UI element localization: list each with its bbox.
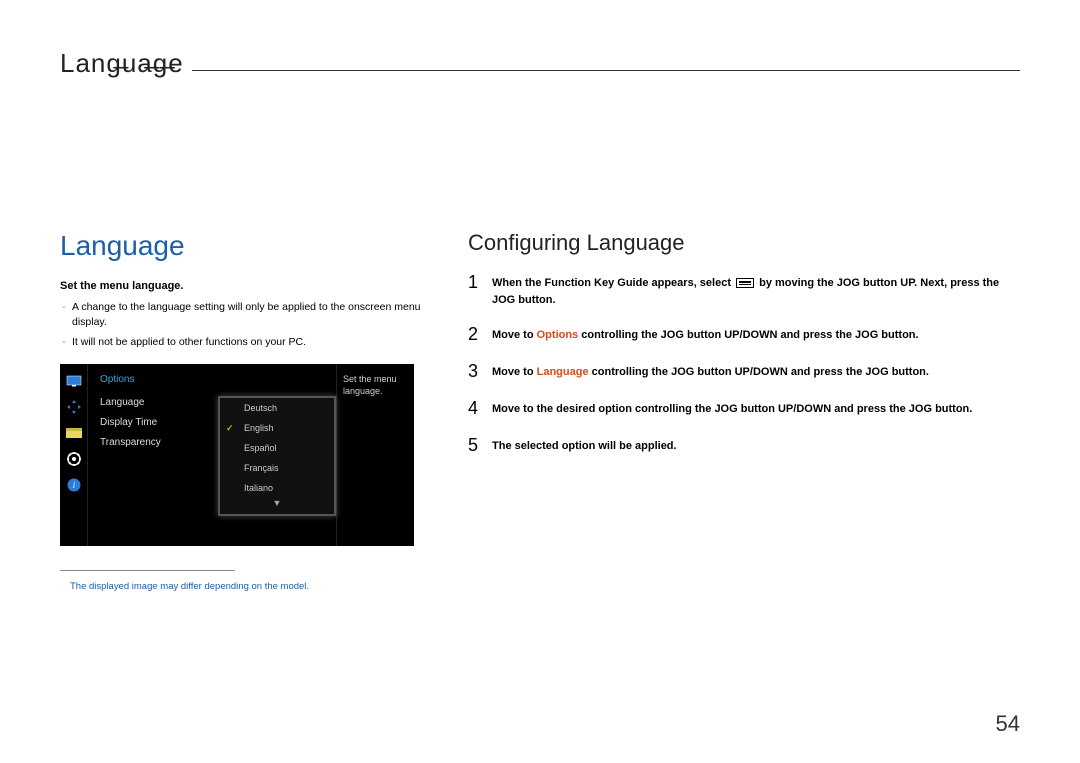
step-text-pre: When the Function Key Guide appears, sel…: [492, 277, 734, 289]
header-rule: [60, 70, 1020, 71]
step-number: 5: [468, 435, 492, 456]
note-bullet: It will not be applied to other function…: [60, 335, 440, 350]
step-number: 1: [468, 272, 492, 293]
step-text-post: controlling the JOG button UP/DOWN and p…: [578, 329, 918, 341]
step-item: 5 The selected option will be applied.: [468, 435, 1020, 456]
osd-language-dropdown: Deutsch English Español Français Italian…: [218, 396, 336, 516]
content-columns: Language Set the menu language. A change…: [60, 230, 1020, 592]
step-item: 2 Move to Options controlling the JOG bu…: [468, 324, 1020, 345]
osd-panel-title: Options: [96, 374, 328, 385]
step-text: Move to Options controlling the JOG butt…: [492, 324, 919, 344]
dropdown-item: Français: [220, 458, 334, 478]
step-number: 2: [468, 324, 492, 345]
section-title-language: Language: [60, 230, 440, 262]
keyword-language: Language: [537, 366, 589, 378]
right-column: Configuring Language 1 When the Function…: [468, 230, 1020, 592]
dropdown-item: Deutsch: [220, 398, 334, 418]
gear-icon: [66, 452, 82, 466]
manual-page: Lanɡ̶ua̶g̶e Language Set the menu langua…: [0, 0, 1080, 763]
model-disclaimer: The displayed image may differ depending…: [60, 581, 440, 592]
chapter-ghost-title: Lanɡ̶ua̶g̶e: [60, 48, 192, 79]
left-column: Language Set the menu language. A change…: [60, 230, 440, 592]
step-text-post: controlling the JOG button UP/DOWN and p…: [589, 366, 929, 378]
footnote-rule: [60, 570, 235, 571]
osd-help-panel: Set the menu language.: [336, 364, 414, 546]
dropdown-item: Español: [220, 438, 334, 458]
step-number: 3: [468, 361, 492, 382]
step-text: When the Function Key Guide appears, sel…: [492, 272, 1020, 308]
dropdown-item: Italiano: [220, 478, 334, 498]
osd-screenshot: i Options Language Display Time Transpar…: [60, 364, 414, 546]
section-title-configuring: Configuring Language: [468, 230, 1020, 256]
monitor-icon: [66, 374, 82, 388]
step-item: 4 Move to the desired option controlling…: [468, 398, 1020, 419]
steps-list: 1 When the Function Key Guide appears, s…: [468, 272, 1020, 456]
osd-sidebar: i: [60, 364, 88, 546]
step-number: 4: [468, 398, 492, 419]
step-text: The selected option will be applied.: [492, 435, 677, 455]
menu-grid-icon: [736, 278, 754, 288]
set-menu-language-line: Set the menu language.: [60, 280, 440, 292]
menu-bar-icon: [66, 426, 82, 440]
step-text-pre: Move to: [492, 329, 537, 341]
keyword-options: Options: [537, 329, 579, 341]
step-text: Move to Language controlling the JOG but…: [492, 361, 929, 381]
dropdown-down-arrow-icon: ▼: [220, 498, 334, 512]
step-text-pre: Move to the desired option controlling t…: [492, 403, 972, 415]
step-text: Move to the desired option controlling t…: [492, 398, 972, 418]
note-bullet: A change to the language setting will on…: [60, 300, 440, 329]
step-text-pre: The selected option will be applied.: [492, 440, 677, 452]
page-number: 54: [996, 711, 1020, 737]
step-item: 3 Move to Language controlling the JOG b…: [468, 361, 1020, 382]
step-item: 1 When the Function Key Guide appears, s…: [468, 272, 1020, 308]
step-text-pre: Move to: [492, 366, 537, 378]
dropdown-item-selected: English: [220, 418, 334, 438]
osd-main-panel: Options Language Display Time Transparen…: [88, 364, 336, 546]
info-icon: i: [66, 478, 82, 492]
resize-icon: [66, 400, 82, 414]
